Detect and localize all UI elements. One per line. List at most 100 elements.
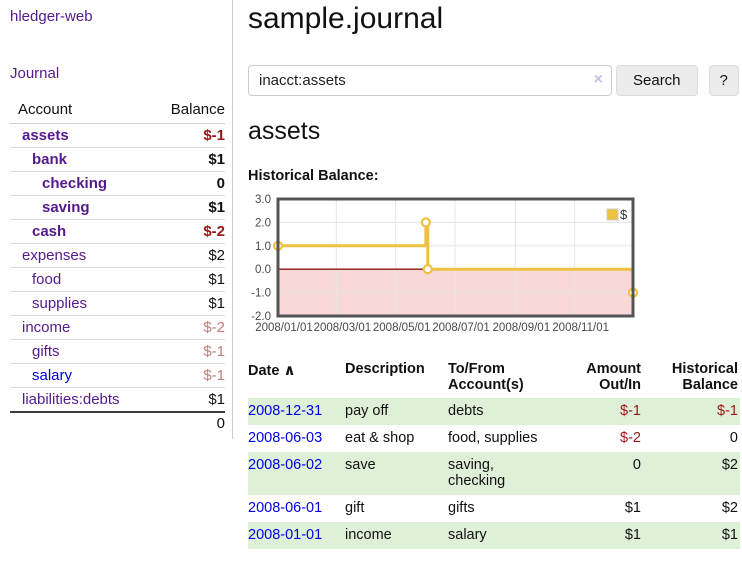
transaction-row[interactable]: 2008-06-02 save saving, checking 0 $2 xyxy=(248,452,740,495)
account-balance: $-1 xyxy=(147,339,225,364)
sidebar: hledger-web Journal Account Balance asse… xyxy=(0,0,233,439)
account-balance: $1 xyxy=(147,147,225,172)
nav-journal-link[interactable]: Journal xyxy=(10,65,60,82)
clear-search-icon[interactable]: × xyxy=(593,71,603,88)
transaction-description: eat & shop xyxy=(345,430,415,446)
transaction-date-link[interactable]: 2008-06-02 xyxy=(248,457,323,473)
register-header-row: Date ∧ Description To/From Account(s) Am… xyxy=(248,358,740,398)
account-link[interactable]: liabilities:debts xyxy=(22,391,120,408)
transaction-accounts: debts xyxy=(448,403,484,419)
y-tick-label: 0.0 xyxy=(255,264,271,276)
y-tick-label: 1.0 xyxy=(255,241,271,253)
transaction-row[interactable]: 2008-12-31 pay off debts $-1 $-1 xyxy=(248,398,740,425)
accounts-total-row: 0 xyxy=(10,411,225,435)
accounts-table: Account Balance assets $-1 bank $1 checking 0… xyxy=(10,98,225,435)
account-balance: $1 xyxy=(147,387,225,412)
account-link[interactable]: salary xyxy=(32,367,73,384)
transaction-amount: $1 xyxy=(624,500,641,516)
search-button[interactable]: Search xyxy=(616,65,698,96)
historical-balance-chart[interactable]: $3.0 2.0 1.0 0.0 -1.0 -2.0 2008/01/01 2008/03/0… xyxy=(248,194,742,336)
y-tick-label: -1.0 xyxy=(251,288,271,300)
transaction-row[interactable]: 2008-06-01 gift gifts $1 $2 xyxy=(248,495,740,522)
account-link[interactable]: checking xyxy=(42,175,108,192)
data-point-marker xyxy=(420,217,431,228)
transaction-date-link[interactable]: 2008-06-03 xyxy=(248,430,323,446)
col-header-description: Description xyxy=(345,361,425,377)
search-form: × Search ? xyxy=(248,65,742,96)
transaction-balance: $2 xyxy=(721,500,738,516)
account-balance: $1 xyxy=(147,291,225,316)
account-link[interactable]: saving xyxy=(42,199,90,216)
account-link[interactable]: gifts xyxy=(32,343,60,360)
transaction-balance: $2 xyxy=(721,457,738,473)
plot-border xyxy=(276,197,635,318)
x-tick-label: 2008/03/01 xyxy=(314,322,372,334)
transaction-date-link[interactable]: 2008-01-01 xyxy=(248,527,323,543)
transaction-accounts: saving, checking xyxy=(448,457,506,489)
page-title: sample.journal xyxy=(248,2,444,35)
account-link[interactable]: food xyxy=(32,271,62,288)
transaction-date-link[interactable]: 2008-12-31 xyxy=(248,403,323,419)
col-header-amount: Amount Out/In xyxy=(586,361,641,393)
account-link[interactable]: supplies xyxy=(32,295,88,312)
account-balance: $-2 xyxy=(147,315,225,340)
account-row: liabilities:debts $1 xyxy=(10,387,225,412)
transaction-amount: $-1 xyxy=(620,403,641,419)
transaction-balance: $1 xyxy=(721,527,738,543)
x-tick-label: 2008/05/01 xyxy=(373,322,431,334)
account-row: assets $-1 xyxy=(10,124,225,148)
account-link[interactable]: bank xyxy=(32,151,68,168)
chart-title: Historical Balance: xyxy=(248,168,379,184)
y-tick-label: -2.0 xyxy=(251,311,271,323)
account-balance: $1 xyxy=(147,267,225,292)
transaction-description: save xyxy=(345,457,376,473)
legend-label: $ xyxy=(620,207,628,222)
search-input[interactable] xyxy=(248,65,612,96)
account-row: expenses $2 xyxy=(10,243,225,268)
transaction-amount: 0 xyxy=(632,457,641,473)
transaction-description: gift xyxy=(345,500,365,516)
account-row: salary $-1 xyxy=(10,363,225,388)
transaction-accounts: food, supplies xyxy=(448,430,538,446)
col-header-balance: Historical Balance xyxy=(671,361,738,393)
x-tick-label: 2008/01/01 xyxy=(255,322,313,334)
transaction-balance: 0 xyxy=(729,430,738,446)
account-row: saving $1 xyxy=(10,195,225,220)
transaction-accounts: salary xyxy=(448,527,487,543)
account-link[interactable]: cash xyxy=(32,223,67,240)
account-link[interactable]: income xyxy=(22,319,71,336)
y-tick-label: 3.0 xyxy=(255,194,271,206)
transaction-amount: $1 xyxy=(624,527,641,543)
legend-swatch xyxy=(606,208,619,221)
transaction-date-link[interactable]: 2008-06-01 xyxy=(248,500,323,516)
account-row: checking 0 xyxy=(10,171,225,196)
transaction-description: income xyxy=(345,527,392,543)
transaction-balance: $-1 xyxy=(717,403,738,419)
account-link[interactable]: assets xyxy=(22,127,69,144)
main-content: sample.journal × Search ? assets Histori… xyxy=(233,0,742,582)
transaction-row[interactable]: 2008-01-01 income salary $1 $1 xyxy=(248,522,740,549)
brand-link[interactable]: hledger-web xyxy=(10,8,93,25)
account-balance: $2 xyxy=(147,243,225,268)
account-balance: $-2 xyxy=(147,219,225,244)
help-button[interactable]: ? xyxy=(708,65,739,96)
y-tick-label: 2.0 xyxy=(255,217,271,229)
transaction-description: pay off xyxy=(345,403,389,419)
accounts-header-account: Account xyxy=(10,98,148,124)
account-balance: $-1 xyxy=(203,127,225,144)
transaction-accounts: gifts xyxy=(448,500,475,516)
account-row: bank $1 xyxy=(10,147,225,172)
account-balance: $1 xyxy=(147,195,225,220)
x-tick-label: 2008/11/01 xyxy=(552,322,609,334)
col-header-date[interactable]: Date ∧ xyxy=(248,362,296,379)
transaction-row[interactable]: 2008-06-03 eat & shop food, supplies $-2 0 xyxy=(248,425,740,452)
register-table: Date ∧ Description To/From Account(s) Am… xyxy=(248,358,740,549)
account-balance: $-1 xyxy=(147,363,225,388)
x-tick-label: 2008/09/01 xyxy=(493,322,551,334)
accounts-header-balance: Balance xyxy=(147,98,225,124)
x-tick-label: 2008/07/01 xyxy=(432,322,490,334)
account-link[interactable]: expenses xyxy=(22,247,87,264)
account-balance: 0 xyxy=(147,171,225,196)
account-row: cash $-2 xyxy=(10,219,225,244)
account-heading: assets xyxy=(248,117,321,145)
